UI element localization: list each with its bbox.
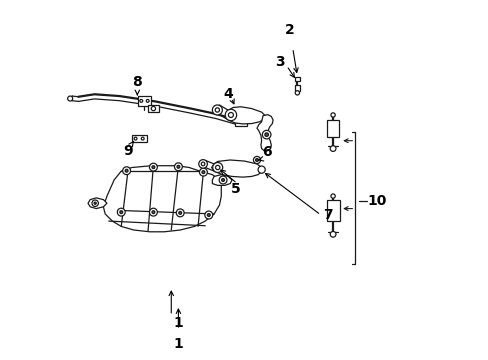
Circle shape (215, 165, 220, 170)
Circle shape (141, 137, 144, 140)
Circle shape (151, 107, 155, 111)
Circle shape (215, 108, 219, 112)
Circle shape (199, 168, 207, 176)
Text: 7: 7 (323, 208, 332, 222)
Text: 3: 3 (275, 55, 285, 69)
Bar (294, 85, 299, 91)
Circle shape (140, 99, 142, 102)
Bar (148, 105, 159, 112)
Bar (234, 117, 246, 126)
Circle shape (219, 176, 226, 184)
Polygon shape (257, 114, 272, 151)
Bar (294, 77, 300, 81)
Circle shape (94, 202, 96, 204)
Circle shape (122, 167, 130, 175)
Polygon shape (225, 107, 264, 124)
Circle shape (198, 159, 207, 168)
Text: 1: 1 (173, 337, 183, 351)
Circle shape (212, 105, 222, 115)
Polygon shape (211, 160, 261, 177)
Circle shape (152, 211, 155, 213)
Circle shape (146, 99, 149, 102)
Text: 1: 1 (173, 316, 183, 330)
Circle shape (92, 200, 98, 206)
Circle shape (253, 157, 260, 163)
Circle shape (258, 166, 264, 173)
Bar (326, 201, 339, 221)
Text: 10: 10 (367, 194, 386, 208)
Circle shape (228, 112, 233, 117)
Circle shape (201, 162, 204, 166)
Circle shape (221, 179, 224, 181)
Circle shape (295, 91, 299, 95)
Circle shape (242, 120, 244, 123)
Polygon shape (103, 166, 221, 232)
Polygon shape (88, 198, 107, 208)
Circle shape (330, 194, 335, 198)
Text: 5: 5 (231, 182, 241, 196)
Circle shape (176, 209, 184, 217)
Circle shape (149, 163, 157, 171)
Circle shape (179, 211, 181, 214)
Circle shape (207, 213, 210, 216)
Circle shape (174, 163, 182, 171)
Bar (138, 96, 151, 106)
Circle shape (330, 113, 335, 117)
Text: 2: 2 (285, 23, 294, 37)
Circle shape (202, 171, 204, 174)
Circle shape (125, 169, 128, 172)
Bar (326, 120, 338, 137)
Circle shape (134, 137, 137, 140)
Text: 4: 4 (223, 87, 233, 101)
Circle shape (329, 146, 335, 152)
Circle shape (225, 109, 236, 121)
Circle shape (120, 211, 122, 213)
Circle shape (67, 96, 73, 101)
Circle shape (262, 130, 270, 139)
Circle shape (152, 166, 155, 168)
Circle shape (264, 133, 268, 136)
Bar (132, 135, 147, 143)
Polygon shape (212, 175, 231, 185)
Circle shape (212, 162, 222, 172)
Text: 9: 9 (123, 144, 133, 158)
Circle shape (204, 211, 212, 219)
Circle shape (177, 165, 180, 168)
Text: 8: 8 (132, 75, 142, 89)
Circle shape (236, 120, 239, 123)
Circle shape (329, 231, 335, 237)
Text: 6: 6 (261, 145, 271, 159)
Circle shape (117, 208, 125, 216)
Circle shape (149, 208, 157, 216)
Circle shape (255, 158, 258, 161)
